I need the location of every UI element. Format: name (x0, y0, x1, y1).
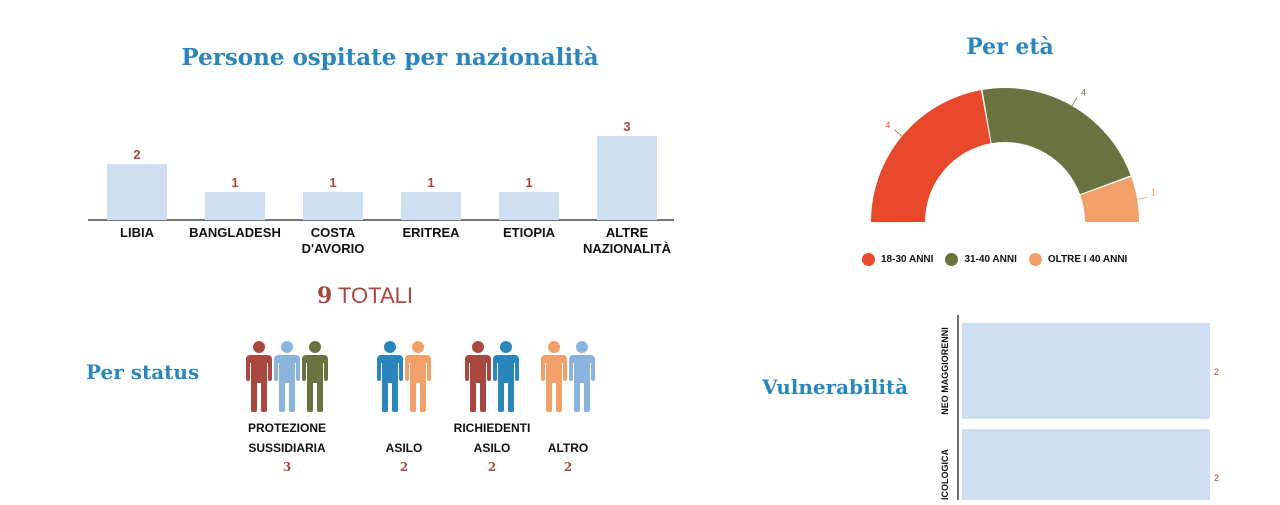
totals-label: TOTALI (338, 283, 413, 308)
status-people-icons (437, 340, 547, 412)
status-group: RICHIEDENTI ASILO 2 (437, 340, 547, 474)
person-icon (541, 341, 567, 412)
nationality-category-label: ERITREA (376, 225, 486, 241)
status-section-title: Per status (86, 360, 200, 384)
status-people-icons (232, 340, 342, 412)
nationality-bar-value: 3 (623, 119, 630, 134)
age-slice-leader (894, 129, 903, 137)
nationality-category-label-line: D'AVORIO (301, 241, 365, 256)
vulnerability-bar-chart: 2 NEO MAGGIORENNI 2 ICOLOGICA (920, 310, 1220, 505)
vulnerability-bar (962, 429, 1210, 505)
nationality-category-label: ALTRE NAZIONALITÀ (572, 225, 682, 257)
nationality-bar-value: 1 (525, 175, 532, 190)
person-icon (493, 341, 519, 412)
nationality-bar (401, 192, 461, 220)
person-icon (377, 341, 403, 412)
vulnerability-category-label: ICOLOGICA (940, 449, 950, 500)
nationality-bar (597, 136, 657, 220)
nationality-category-label-line: BANGLADESH (189, 225, 281, 240)
status-group: PROTEZIONE SUSSIDIARIA 3 (232, 340, 342, 474)
nationality-bar (499, 192, 559, 220)
age-slice-leader (1071, 97, 1078, 107)
age-slice-leader (1136, 197, 1147, 200)
status-label-line: PROTEZIONE (247, 421, 326, 435)
nationality-category-label: COSTA D'AVORIO (278, 225, 388, 257)
age-legend-dot (945, 253, 959, 266)
status-group: ALTRO 2 (513, 340, 623, 474)
age-slice-value: 4 (1081, 87, 1086, 97)
status-group-label: ASILO (349, 418, 459, 458)
person-icon (405, 341, 431, 412)
person-icon (465, 341, 491, 412)
nationality-category-label: BANGLADESH (180, 225, 290, 241)
status-label-line: ALTRO (547, 441, 589, 455)
status-label-line: ASILO (385, 441, 423, 455)
status-group-count: 2 (487, 460, 497, 474)
age-slice (982, 88, 1131, 195)
vulnerability-bar (962, 323, 1210, 419)
person-icon (302, 341, 328, 412)
status-group-count: 2 (399, 460, 409, 474)
status-group-label: ALTRO (513, 418, 623, 458)
nationality-bars-svg: 2 1 1 1 1 3 (88, 119, 674, 221)
status-people-icons (349, 340, 459, 412)
person-icon (569, 341, 595, 412)
nationality-bar (303, 192, 363, 220)
age-legend-label: 31-40 ANNI (964, 254, 1017, 265)
age-legend-item: OLTRE I 40 ANNI (1028, 253, 1128, 266)
age-legend-dot (1028, 253, 1042, 266)
age-slice (1080, 176, 1139, 222)
age-donut-svg: 4 4 1 (871, 87, 1156, 222)
status-group-label: RICHIEDENTI ASILO (437, 418, 547, 458)
age-legend-item: 31-40 ANNI (945, 253, 1017, 266)
nationality-bar (107, 164, 167, 220)
age-slice-value: 4 (885, 120, 890, 130)
status-label-line: SUSSIDIARIA (248, 441, 326, 455)
vulnerability-bars-svg: 2 NEO MAGGIORENNI 2 ICOLOGICA (940, 315, 1219, 505)
age-legend-label: OLTRE I 40 ANNI (1047, 254, 1128, 265)
status-label-line: RICHIEDENTI (453, 421, 531, 435)
age-legend-label: 18-30 ANNI (881, 254, 934, 265)
nationality-bar-value: 1 (329, 175, 336, 190)
nationality-bar-value: 1 (231, 175, 238, 190)
status-group-count: 2 (563, 460, 573, 474)
person-icon (274, 341, 300, 412)
status-group: ASILO 2 (349, 340, 459, 474)
nationality-category-label-line: NAZIONALITÀ (582, 241, 672, 256)
vulnerability-section-title: Vulnerabilità (762, 375, 909, 399)
age-slice-value: 1 (1151, 187, 1156, 197)
age-legend: 18-30 ANNI 31-40 ANNI OLTRE I 40 ANNI (862, 253, 1152, 266)
vulnerability-bar-value: 2 (1214, 367, 1219, 377)
nationality-category-label-line: ALTRE (605, 225, 649, 240)
age-legend-item: 18-30 ANNI (862, 253, 933, 266)
age-chart-title: Per età (966, 34, 1054, 60)
nationality-category-label: LIBIA (82, 225, 192, 241)
person-icon (246, 341, 272, 412)
status-label-line: ASILO (473, 441, 511, 455)
nationality-category-label-line: COSTA (310, 225, 356, 240)
status-group-label: PROTEZIONE SUSSIDIARIA (232, 418, 342, 458)
nationality-category-label-line: ERITREA (402, 225, 460, 240)
status-group-count: 3 (282, 460, 292, 474)
totals-summary: 9 TOTALI (0, 283, 730, 309)
nationality-bar (205, 192, 265, 220)
nationality-category-label: ETIOPIA (474, 225, 584, 241)
totals-number: 9 (316, 283, 333, 309)
age-donut-chart: 4 4 1 (860, 80, 1160, 240)
nationality-bar-value: 1 (427, 175, 434, 190)
status-label-line (513, 418, 623, 438)
nationality-category-label-line: ETIOPIA (502, 225, 555, 240)
nationality-category-label-line: LIBIA (120, 225, 154, 240)
nationality-bar-value: 2 (133, 147, 140, 162)
vulnerability-bar-value: 2 (1214, 473, 1219, 483)
nationality-chart-title: Persone ospitate per nazionalità (181, 44, 599, 71)
age-legend-dot (862, 253, 875, 266)
status-people-icons (513, 340, 623, 412)
vulnerability-category-label: NEO MAGGIORENNI (940, 327, 950, 415)
age-slice (871, 90, 991, 222)
